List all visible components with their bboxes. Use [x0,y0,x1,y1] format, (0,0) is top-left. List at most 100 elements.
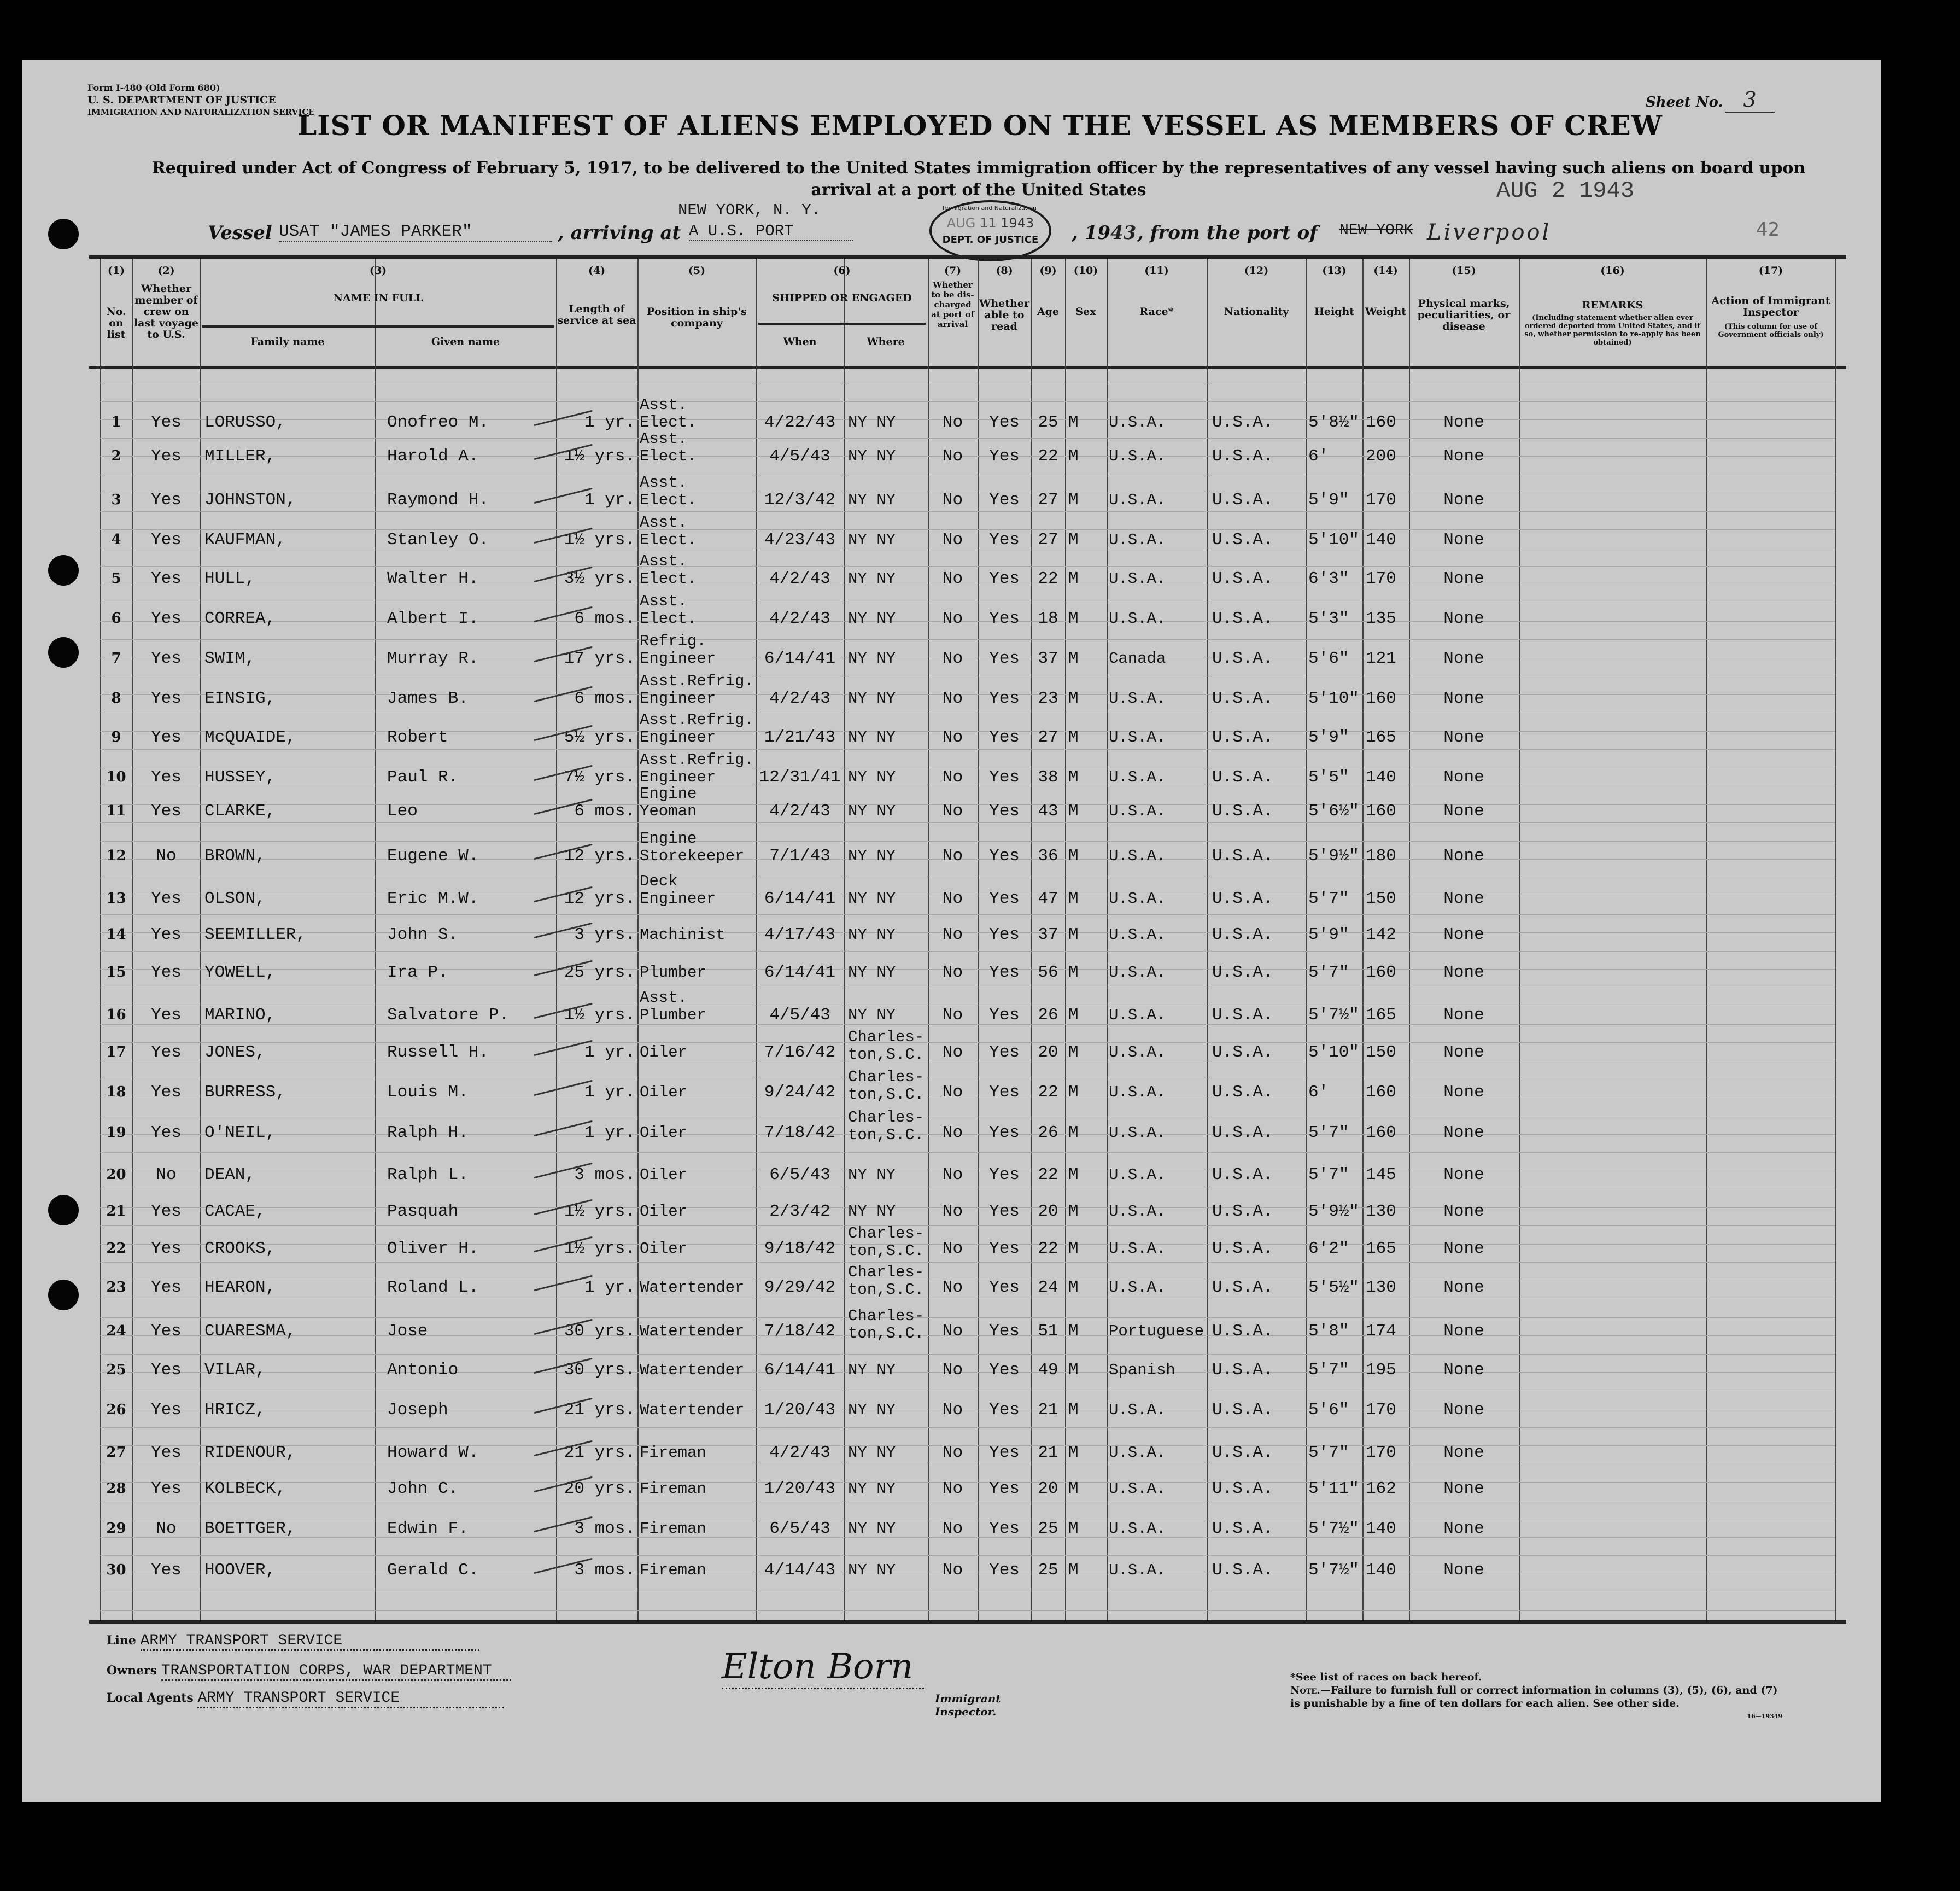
shipped-where: NY NY [848,413,896,431]
age: 25 [1038,1561,1058,1580]
shipped-when: 6/14/41 [764,963,836,982]
column-divider [1031,259,1032,1620]
nationality: U.S.A. [1212,1043,1273,1062]
family-name: MILLER, [204,447,276,466]
last-voyage: Yes [151,1006,182,1025]
ruled-line [100,621,1835,622]
column-divider [200,259,201,1620]
weight: 142 [1366,925,1396,944]
position: Oiler [640,1043,688,1061]
height: 5'7" [1308,1443,1349,1462]
last-voyage: Yes [151,768,182,787]
last-voyage: Yes [151,649,182,668]
given-name: Murray R. [387,649,479,668]
weight: 130 [1366,1202,1396,1221]
given-name: Robert [387,728,448,747]
position: Asst. Elect. [640,592,697,628]
table-top-rule [89,255,1846,259]
column-number: (5) [688,265,706,277]
sex: M [1068,1519,1079,1538]
weight: 140 [1366,1519,1396,1538]
sex: M [1068,1561,1079,1580]
height: 5'9½" [1308,1202,1360,1221]
column-number: (16) [1600,265,1625,277]
column-divider [556,259,557,1620]
height: 5'5½" [1308,1278,1360,1297]
family-name: DEAN, [204,1165,256,1184]
row-number: 13 [106,890,126,907]
race: U.S.A. [1109,413,1166,431]
last-voyage: Yes [151,728,182,747]
weight: 195 [1366,1361,1396,1380]
position: Asst. Elect. [640,474,697,509]
to-be-discharged: No [942,1400,963,1420]
race: U.S.A. [1109,1166,1166,1184]
nationality: U.S.A. [1212,530,1273,550]
physical-marks: None [1443,1479,1484,1498]
column-divider [132,259,133,1620]
last-voyage: Yes [151,689,182,708]
column-number: (15) [1452,265,1476,277]
physical-marks: None [1443,689,1484,708]
sex: M [1068,768,1079,787]
column-number: (3) [369,265,387,277]
ruled-line [100,694,1835,695]
physical-marks: None [1443,1202,1484,1221]
from-port-struck: NEW YORK [1339,222,1413,239]
column-divider [637,259,639,1620]
to-be-discharged: No [942,1083,963,1102]
position: Engine Storekeeper [640,830,745,865]
sex: M [1068,847,1079,866]
stamp-top-text: Immigration and Naturalization Service [943,205,1038,212]
given-name: Gerald C. [387,1561,479,1580]
column-number: (4) [588,265,606,277]
family-name: HEARON, [204,1278,276,1297]
position: Asst. Plumber [640,989,706,1024]
physical-marks: None [1443,1006,1484,1025]
able-to-read: Yes [989,1006,1020,1025]
row-number: 21 [106,1203,126,1219]
shipped-when: 4/2/43 [769,569,830,588]
last-voyage: Yes [151,1443,182,1462]
race: U.S.A. [1109,728,1166,746]
sex: M [1068,1123,1079,1142]
shipped-when: 9/24/42 [764,1083,836,1102]
given-name: Russell H. [387,1043,489,1062]
age: 27 [1038,728,1058,747]
length-of-service: 6 mos. [574,802,635,821]
physical-marks: None [1443,569,1484,588]
position: Fireman [640,1444,706,1462]
race: U.S.A. [1109,802,1166,820]
shipped-where: NY NY [848,1520,896,1538]
row-number: 18 [106,1084,126,1100]
race: U.S.A. [1109,570,1166,588]
row-number: 2 [111,448,121,464]
family-name: JONES, [204,1043,266,1062]
age: 22 [1038,569,1058,588]
vessel-label: Vessel [208,222,272,244]
row-number: 20 [106,1166,126,1183]
shipped-where: NY NY [848,690,896,708]
shipped-where: NY NY [848,964,896,982]
age: 27 [1038,530,1058,550]
to-be-discharged: No [942,1278,963,1297]
height: 5'7½" [1308,1519,1360,1538]
column-divider [1706,259,1707,1620]
to-be-discharged: No [942,609,963,628]
to-be-discharged: No [942,963,963,982]
family-name: HUSSEY, [204,768,276,787]
page-title: LIST OR MANIFEST OF ALIENS EMPLOYED ON T… [297,109,1663,142]
length-of-service: 1½ yrs. [564,530,635,550]
family-name: EINSIG, [204,689,276,708]
sex: M [1068,1443,1079,1462]
sex: M [1068,925,1079,944]
shipped-where: NY NY [848,1361,896,1379]
from-port: Liverpool [1427,220,1552,245]
height: 5'7" [1308,1123,1349,1142]
age: 37 [1038,925,1058,944]
race: U.S.A. [1109,1401,1166,1419]
column-header: Position in ship's company [647,306,747,329]
length-of-service: 3 mos. [574,1165,635,1184]
sex: M [1068,1043,1079,1062]
given-name: Harold A. [387,447,479,466]
